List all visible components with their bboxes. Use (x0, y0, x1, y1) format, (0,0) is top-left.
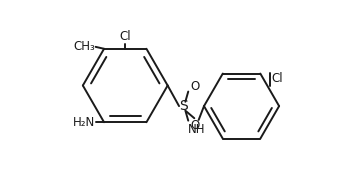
Text: O: O (190, 80, 200, 93)
Text: Cl: Cl (271, 72, 283, 85)
Text: O: O (190, 119, 200, 132)
Text: S: S (179, 99, 188, 113)
Text: NH: NH (188, 123, 206, 136)
Text: CH₃: CH₃ (73, 40, 95, 53)
Text: H₂N: H₂N (73, 116, 95, 129)
Text: Cl: Cl (119, 30, 131, 43)
